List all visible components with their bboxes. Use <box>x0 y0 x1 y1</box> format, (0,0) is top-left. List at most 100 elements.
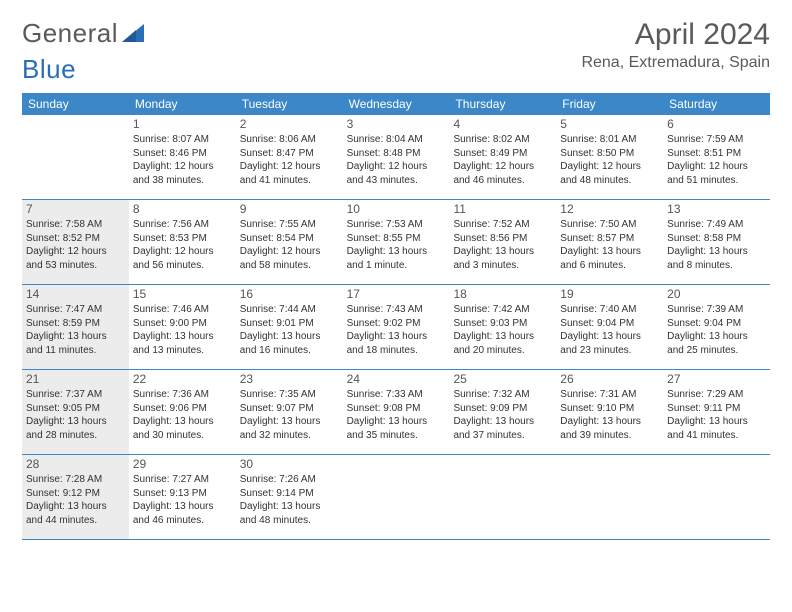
day-detail-line: Sunrise: 8:04 AM <box>347 133 446 147</box>
day-detail-line: and 43 minutes. <box>347 174 446 188</box>
weekday-header: Friday <box>556 93 663 115</box>
weekday-header: Tuesday <box>236 93 343 115</box>
day-number: 26 <box>560 372 659 386</box>
day-detail-line: Daylight: 13 hours <box>133 500 232 514</box>
day-detail-line: Sunrise: 8:06 AM <box>240 133 339 147</box>
week-row: 14Sunrise: 7:47 AMSunset: 8:59 PMDayligh… <box>22 285 770 370</box>
day-detail-line: and 56 minutes. <box>133 259 232 273</box>
day-detail-line: Sunrise: 7:55 AM <box>240 218 339 232</box>
day-detail-line: Sunset: 8:56 PM <box>453 232 552 246</box>
day-detail-line: and 3 minutes. <box>453 259 552 273</box>
day-detail-line: and 44 minutes. <box>26 514 125 528</box>
day-number: 14 <box>26 287 125 301</box>
day-detail-line: Sunset: 9:03 PM <box>453 317 552 331</box>
day-detail-line: and 38 minutes. <box>133 174 232 188</box>
day-detail-line: Daylight: 13 hours <box>560 415 659 429</box>
day-cell: 20Sunrise: 7:39 AMSunset: 9:04 PMDayligh… <box>663 285 770 369</box>
day-detail-line: Sunrise: 7:39 AM <box>667 303 766 317</box>
day-cell: 22Sunrise: 7:36 AMSunset: 9:06 PMDayligh… <box>129 370 236 454</box>
day-detail-line: Daylight: 13 hours <box>667 415 766 429</box>
day-detail-line: Sunset: 9:00 PM <box>133 317 232 331</box>
day-detail-line: and 6 minutes. <box>560 259 659 273</box>
day-detail-line: Daylight: 13 hours <box>347 415 446 429</box>
day-detail-line: and 39 minutes. <box>560 429 659 443</box>
day-detail-line: Sunrise: 7:31 AM <box>560 388 659 402</box>
day-detail-line: Daylight: 13 hours <box>26 330 125 344</box>
day-detail-line: Sunset: 9:01 PM <box>240 317 339 331</box>
day-number: 28 <box>26 457 125 471</box>
day-detail-line: Sunrise: 7:32 AM <box>453 388 552 402</box>
weekday-header: Wednesday <box>343 93 450 115</box>
day-detail-line: Sunset: 8:57 PM <box>560 232 659 246</box>
weekday-header: Monday <box>129 93 236 115</box>
day-number: 23 <box>240 372 339 386</box>
day-detail-line: Sunset: 9:14 PM <box>240 487 339 501</box>
day-number: 18 <box>453 287 552 301</box>
day-detail-line: Daylight: 13 hours <box>347 330 446 344</box>
day-number: 11 <box>453 202 552 216</box>
day-cell: 28Sunrise: 7:28 AMSunset: 9:12 PMDayligh… <box>22 455 129 539</box>
day-detail-line: Daylight: 13 hours <box>560 245 659 259</box>
day-cell: 8Sunrise: 7:56 AMSunset: 8:53 PMDaylight… <box>129 200 236 284</box>
day-detail-line: Daylight: 13 hours <box>667 245 766 259</box>
week-row: 1Sunrise: 8:07 AMSunset: 8:46 PMDaylight… <box>22 115 770 200</box>
day-cell: 27Sunrise: 7:29 AMSunset: 9:11 PMDayligh… <box>663 370 770 454</box>
title-block: April 2024 Rena, Extremadura, Spain <box>581 18 770 72</box>
day-detail-line: Daylight: 12 hours <box>133 160 232 174</box>
day-detail-line: Sunrise: 7:33 AM <box>347 388 446 402</box>
logo-triangle-icon <box>122 18 144 49</box>
brand-part2: Blue <box>22 54 76 85</box>
day-detail-line: and 16 minutes. <box>240 344 339 358</box>
day-detail-line: and 1 minute. <box>347 259 446 273</box>
day-detail-line: Sunset: 8:52 PM <box>26 232 125 246</box>
day-detail-line: and 53 minutes. <box>26 259 125 273</box>
day-detail-line: Sunset: 8:48 PM <box>347 147 446 161</box>
day-detail-line: Sunset: 8:58 PM <box>667 232 766 246</box>
day-detail-line: Sunset: 9:10 PM <box>560 402 659 416</box>
day-detail-line: and 41 minutes. <box>240 174 339 188</box>
day-cell: 14Sunrise: 7:47 AMSunset: 8:59 PMDayligh… <box>22 285 129 369</box>
day-detail-line: and 18 minutes. <box>347 344 446 358</box>
day-number: 7 <box>26 202 125 216</box>
day-cell <box>343 455 450 539</box>
day-detail-line: Sunset: 9:05 PM <box>26 402 125 416</box>
day-detail-line: Sunrise: 7:50 AM <box>560 218 659 232</box>
day-number: 30 <box>240 457 339 471</box>
day-number: 8 <box>133 202 232 216</box>
day-cell: 2Sunrise: 8:06 AMSunset: 8:47 PMDaylight… <box>236 115 343 199</box>
day-detail-line: Daylight: 12 hours <box>560 160 659 174</box>
day-detail-line: Sunrise: 7:49 AM <box>667 218 766 232</box>
day-number: 22 <box>133 372 232 386</box>
day-number: 4 <box>453 117 552 131</box>
brand-logo: General <box>22 18 144 49</box>
day-detail-line: Sunset: 8:47 PM <box>240 147 339 161</box>
day-number: 9 <box>240 202 339 216</box>
day-number: 12 <box>560 202 659 216</box>
day-detail-line: Daylight: 12 hours <box>133 245 232 259</box>
day-detail-line: and 48 minutes. <box>240 514 339 528</box>
day-detail-line: Daylight: 13 hours <box>560 330 659 344</box>
day-detail-line: and 46 minutes. <box>453 174 552 188</box>
day-cell: 29Sunrise: 7:27 AMSunset: 9:13 PMDayligh… <box>129 455 236 539</box>
day-cell: 12 Sunrise: 7:50 AMSunset: 8:57 PMDayligh… <box>556 200 663 284</box>
day-detail-line: Daylight: 13 hours <box>453 330 552 344</box>
day-detail-line: Sunset: 9:04 PM <box>667 317 766 331</box>
day-number: 10 <box>347 202 446 216</box>
day-number: 24 <box>347 372 446 386</box>
week-row: 28Sunrise: 7:28 AMSunset: 9:12 PMDayligh… <box>22 455 770 540</box>
day-detail-line: Sunrise: 7:29 AM <box>667 388 766 402</box>
day-cell: 30Sunrise: 7:26 AMSunset: 9:14 PMDayligh… <box>236 455 343 539</box>
month-title: April 2024 <box>581 18 770 52</box>
day-cell: 7Sunrise: 7:58 AMSunset: 8:52 PMDaylight… <box>22 200 129 284</box>
day-cell: 11Sunrise: 7:52 AMSunset: 8:56 PMDayligh… <box>449 200 556 284</box>
day-cell: 19Sunrise: 7:40 AMSunset: 9:04 PMDayligh… <box>556 285 663 369</box>
day-detail-line: Daylight: 13 hours <box>133 330 232 344</box>
day-detail-line: Sunrise: 7:59 AM <box>667 133 766 147</box>
day-cell: 5Sunrise: 8:01 AMSunset: 8:50 PMDaylight… <box>556 115 663 199</box>
day-number: 5 <box>560 117 659 131</box>
day-detail-line: Daylight: 12 hours <box>26 245 125 259</box>
day-detail-line: Sunset: 8:54 PM <box>240 232 339 246</box>
day-detail-line: and 25 minutes. <box>667 344 766 358</box>
day-number: 3 <box>347 117 446 131</box>
day-cell: 3Sunrise: 8:04 AMSunset: 8:48 PMDaylight… <box>343 115 450 199</box>
